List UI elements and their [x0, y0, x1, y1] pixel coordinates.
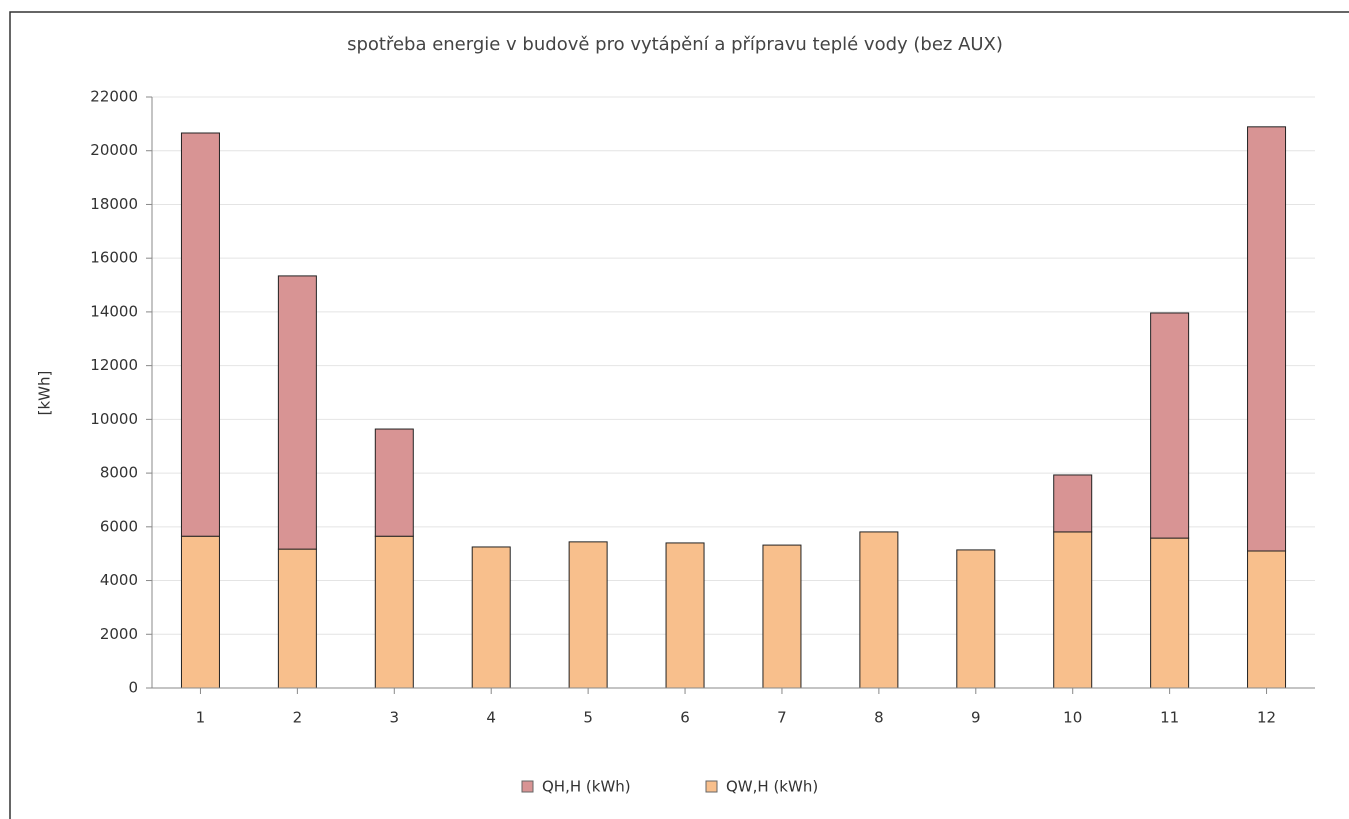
- bar-segment: [762, 544, 802, 689]
- legend-label: QH,H (kWh): [542, 778, 631, 796]
- chart-title: spotřeba energie v budově pro vytápění a…: [347, 34, 1003, 55]
- bar-segment: [180, 132, 220, 537]
- y-tick-label: 16000: [90, 249, 138, 267]
- legend-swatch: [705, 780, 718, 793]
- y-tick-label: 18000: [90, 195, 138, 213]
- y-tick-label: 20000: [90, 141, 138, 159]
- y-tick-label: 22000: [90, 88, 138, 106]
- bar-segment: [1247, 550, 1287, 689]
- bar-segment: [1053, 531, 1093, 689]
- bar-segment: [374, 535, 414, 689]
- y-tick-label: 0: [128, 679, 138, 697]
- x-tick-label: 4: [486, 709, 496, 727]
- y-tick-label: 6000: [100, 517, 138, 535]
- bar-segment: [374, 428, 414, 537]
- bar-segment: [956, 549, 996, 689]
- legend-label: QW,H (kWh): [726, 778, 818, 796]
- x-tick-label: 10: [1063, 709, 1082, 727]
- x-tick-label: 9: [971, 709, 981, 727]
- y-tick-label: 14000: [90, 302, 138, 320]
- x-tick-label: 6: [680, 709, 690, 727]
- x-tick-label: 8: [874, 709, 884, 727]
- y-tick-label: 8000: [100, 464, 138, 482]
- bar-segment: [665, 542, 705, 689]
- y-tick-label: 4000: [100, 571, 138, 589]
- x-tick-label: 11: [1160, 709, 1179, 727]
- bar-segment: [1247, 126, 1287, 552]
- bar-segment: [180, 535, 220, 689]
- x-tick-label: 2: [293, 709, 303, 727]
- bar-segment: [1053, 474, 1093, 533]
- x-tick-label: 1: [196, 709, 206, 727]
- x-tick-label: 5: [583, 709, 593, 727]
- bar-segment: [859, 531, 899, 689]
- bar-segment: [1150, 312, 1190, 539]
- legend-swatch: [521, 780, 534, 793]
- y-tick-label: 12000: [90, 356, 138, 374]
- x-tick-label: 3: [390, 709, 400, 727]
- x-tick-label: 12: [1257, 709, 1276, 727]
- bar-segment: [277, 548, 317, 689]
- bar-segment: [568, 541, 608, 689]
- bar-segment: [1150, 537, 1190, 689]
- bar-segment: [277, 275, 317, 550]
- bar-segment: [471, 546, 511, 689]
- y-tick-label: 10000: [90, 410, 138, 428]
- y-axis-label: [kWh]: [36, 371, 54, 416]
- y-tick-label: 2000: [100, 625, 138, 643]
- x-tick-label: 7: [777, 709, 787, 727]
